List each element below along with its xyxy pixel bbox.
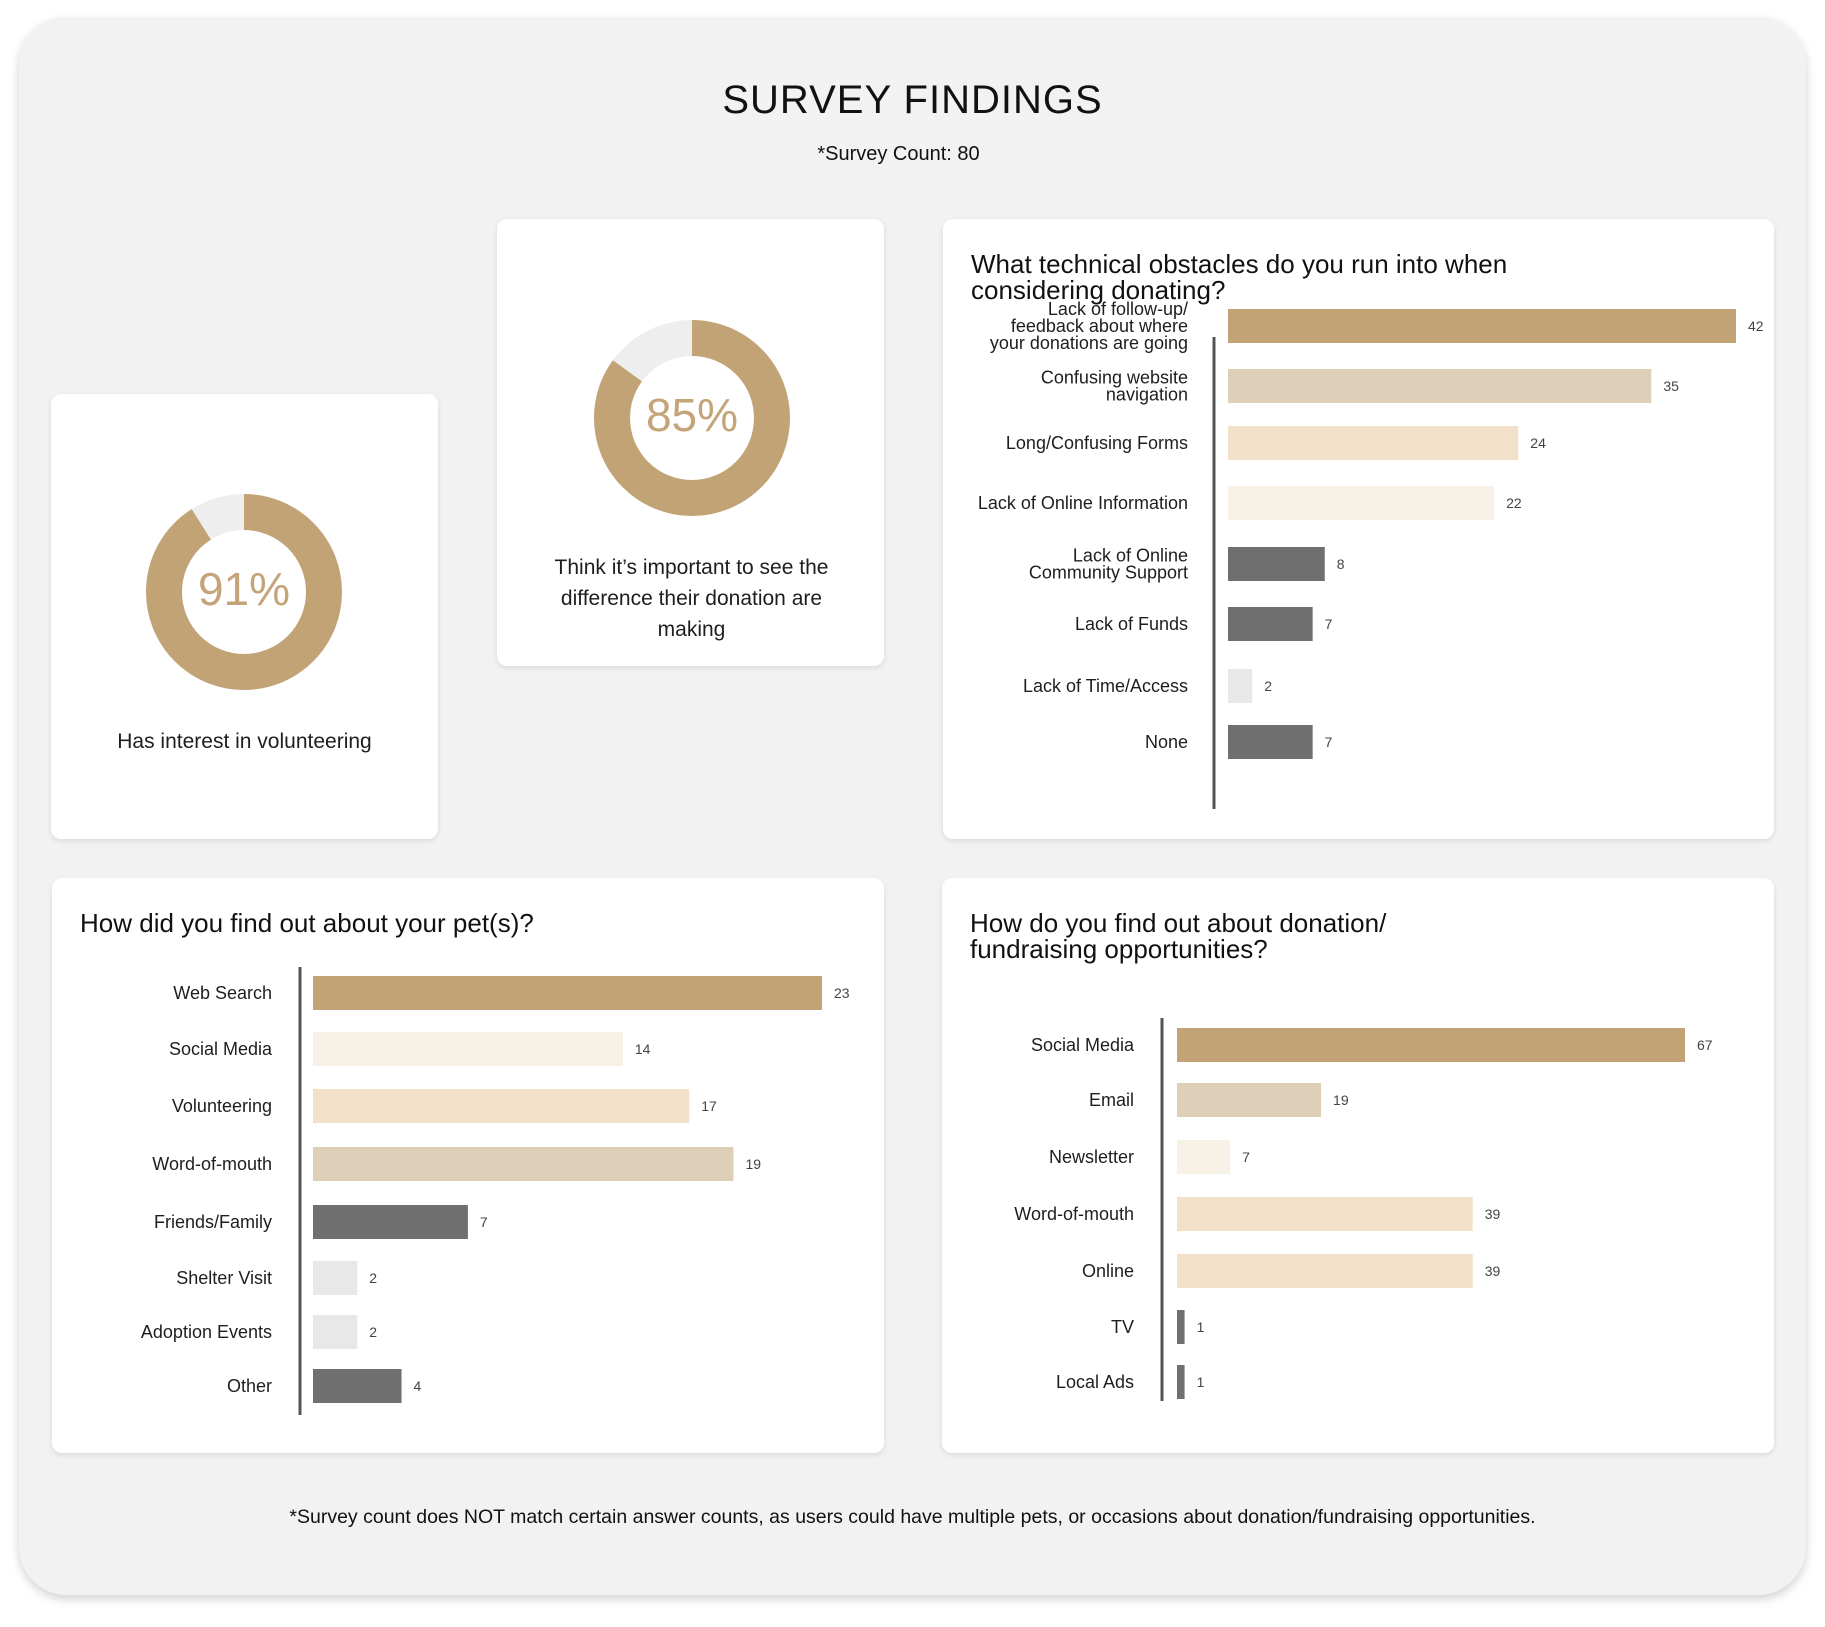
bar (1177, 1140, 1231, 1174)
category-label: Other (227, 1376, 272, 1396)
category-label: Confusing website navigation (1041, 368, 1188, 405)
bar (1177, 1028, 1685, 1062)
category-label: Friends/Family (154, 1212, 272, 1232)
bar (313, 1089, 690, 1123)
data-label: 67 (1697, 1037, 1713, 1053)
data-label: 2 (369, 1324, 377, 1340)
category-label: Online (1082, 1261, 1134, 1281)
data-label: 42 (1748, 318, 1764, 334)
data-label: 24 (1530, 435, 1546, 451)
category-label: Social Media (1031, 1035, 1135, 1055)
stat-value: 91% (197, 563, 291, 615)
data-label: 8 (1337, 556, 1345, 572)
data-label: 14 (635, 1041, 651, 1057)
page-title: SURVEY FINDINGS (722, 78, 1103, 122)
bar (1177, 1083, 1322, 1117)
chart-card-donation-sources: How do you find out about donation/ fund… (942, 878, 1774, 1453)
bar (313, 1147, 734, 1181)
category-label: Web Search (173, 983, 272, 1003)
category-label: Lack of Time/Access (1023, 676, 1188, 696)
category-label: Shelter Visit (176, 1268, 272, 1288)
bar-chart-obstacles: 42 Lack of follow-up/feedback about where… (978, 299, 1764, 809)
category-label: Long/Confusing Forms (1006, 433, 1188, 453)
bar (1228, 486, 1495, 520)
bar (1228, 369, 1652, 403)
chart-title: How do you find out about donation/ fund… (970, 908, 1387, 964)
bar (1177, 1365, 1185, 1399)
category-label: Social Media (169, 1039, 273, 1059)
category-label: None (1145, 732, 1188, 752)
data-label: 7 (1325, 616, 1333, 632)
data-label: 7 (1242, 1149, 1250, 1165)
donut-value-arc (594, 320, 790, 516)
stat-caption: Has interest in volunteering (117, 730, 372, 753)
data-label: 35 (1663, 378, 1679, 394)
bar (1228, 607, 1313, 641)
category-label: Email (1089, 1090, 1134, 1110)
data-label: 17 (701, 1098, 717, 1114)
category-label: TV (1111, 1317, 1134, 1337)
bar (1228, 725, 1313, 759)
data-label: 39 (1485, 1263, 1501, 1279)
bar-chart-donation-sources: 67 Social Media 19 Email 7 Newsletter 39 Word-o… (1014, 1018, 1713, 1401)
category-label: Lack of Funds (1075, 614, 1188, 634)
chart-card-pets: How did you find out about your pet(s)? … (52, 878, 884, 1453)
bar (1177, 1197, 1473, 1231)
bar (313, 1261, 358, 1295)
data-label: 7 (1325, 734, 1333, 750)
category-label: Newsletter (1049, 1147, 1134, 1167)
category-label: Word-of-mouth (152, 1154, 272, 1174)
data-label: 19 (745, 1156, 761, 1172)
data-label: 7 (480, 1214, 488, 1230)
chart-title: How did you find out about your pet(s)? (80, 908, 534, 938)
bar (313, 1315, 358, 1349)
bar (1228, 669, 1253, 703)
stat-card-impact: 85% Think it’s important to see the diff… (497, 219, 884, 666)
bar (1177, 1254, 1473, 1288)
stat-caption: Think it’s important to see the differen… (554, 556, 829, 641)
data-label: 39 (1485, 1206, 1501, 1222)
bar (313, 1032, 623, 1066)
category-label: Volunteering (172, 1096, 272, 1116)
bar (1228, 547, 1325, 581)
bar-chart-pets: 23 Web Search 14 Social Media 17 Volunteering… (141, 967, 850, 1415)
bar (1228, 309, 1736, 343)
donut-chart-volunteering (146, 494, 342, 690)
category-label: Lack of Online Community Support (1029, 546, 1188, 583)
donut-chart-impact (594, 320, 790, 516)
category-label: Lack of Online Information (978, 493, 1188, 513)
data-label: 23 (834, 985, 850, 1001)
stat-value: 85% (645, 389, 739, 441)
bar (313, 976, 822, 1010)
survey-count: *Survey Count: 80 (817, 143, 980, 165)
data-label: 4 (414, 1378, 422, 1394)
bar (313, 1205, 468, 1239)
chart-card-obstacles: What technical obstacles do you run into… (943, 219, 1774, 839)
data-label: 19 (1333, 1092, 1349, 1108)
data-label: 2 (1264, 678, 1272, 694)
chart-title: What technical obstacles do you run into… (971, 249, 1508, 305)
data-label: 2 (369, 1270, 377, 1286)
footnote: *Survey count does NOT match certain ans… (289, 1506, 1536, 1528)
category-label: Local Ads (1056, 1372, 1134, 1392)
bar (1177, 1310, 1185, 1344)
bar (1228, 426, 1519, 460)
bar (313, 1369, 402, 1403)
category-label: Word-of-mouth (1014, 1204, 1134, 1224)
stat-card-volunteering: 91% Has interest in volunteering (51, 394, 438, 839)
data-label: 22 (1506, 495, 1522, 511)
category-label: Lack of follow-up/feedback about where yo… (990, 299, 1188, 353)
category-label: Adoption Events (141, 1322, 272, 1342)
donut-value-arc (146, 494, 342, 690)
data-label: 1 (1197, 1319, 1205, 1335)
data-label: 1 (1197, 1374, 1205, 1390)
